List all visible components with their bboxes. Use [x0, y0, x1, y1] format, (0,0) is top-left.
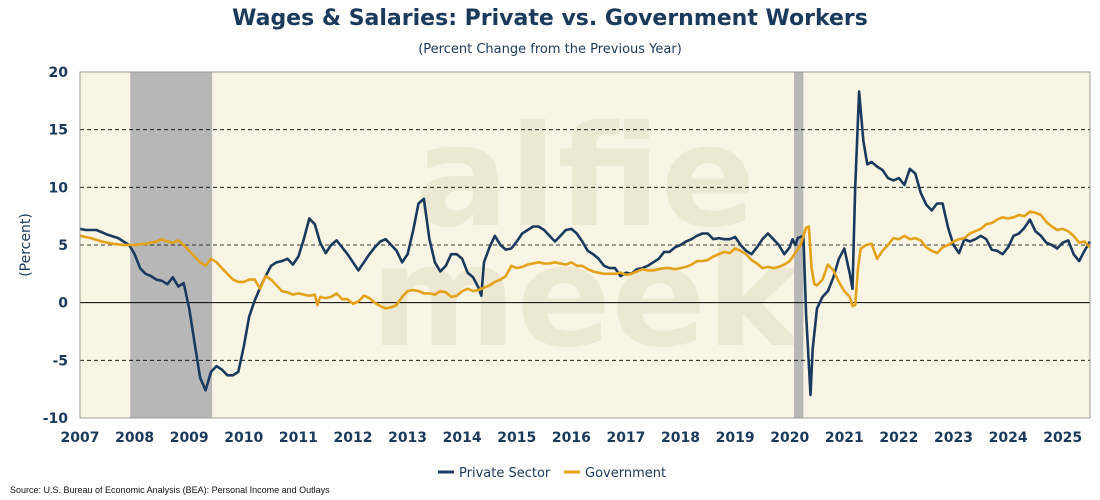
x-tick-label: 2009: [170, 430, 209, 446]
y-tick-label: 5: [58, 238, 68, 254]
y-tick-label: -5: [52, 353, 68, 369]
y-tick-label: -10: [43, 411, 69, 427]
x-tick-label: 2023: [934, 430, 973, 446]
x-tick-label: 2007: [61, 430, 100, 446]
x-tick-label: 2020: [770, 430, 809, 446]
series-line-private: [79, 90, 1092, 397]
series-line-government: [79, 210, 1091, 310]
legend-item-government: Government: [564, 466, 666, 481]
legend-label-government: Government: [585, 466, 666, 481]
legend: Private Sector Government: [438, 466, 666, 481]
x-tick-label: 2013: [388, 430, 427, 446]
x-tick-labels: 2007 2008 2009 2010 2011 2012 2013 2014 2015 2016…: [61, 430, 1083, 446]
x-tick-label: 2025: [1043, 430, 1082, 446]
chart-subtitle: (Percent Change from the Previous Year): [418, 42, 682, 57]
series-lines: [79, 90, 1092, 397]
x-tick-label: 2012: [333, 430, 372, 446]
plot-frame: [79, 71, 1091, 419]
chart-title: Wages & Salaries: Private vs. Government…: [232, 6, 868, 31]
y-tick-label: 0: [58, 296, 68, 312]
x-tick-label: 2019: [716, 430, 755, 446]
x-tick-label: 2015: [497, 430, 536, 446]
x-tick-label: 2010: [224, 430, 263, 446]
x-tick-label: 2016: [552, 430, 591, 446]
legend-label-private: Private Sector: [459, 466, 551, 481]
watermark: alfie meek: [371, 96, 803, 379]
watermark-line1: alfie: [414, 96, 755, 259]
y-axis-label: (Percent): [18, 213, 34, 277]
x-tick-label: 2017: [606, 430, 645, 446]
x-tick-label: 2021: [825, 430, 864, 446]
x-tick-label: 2022: [879, 430, 918, 446]
x-tick-label: 2024: [989, 430, 1028, 446]
source-note: Source: U.S. Bureau of Economic Analysis…: [10, 485, 330, 495]
recession-band: [794, 72, 804, 418]
x-tick-label: 2018: [661, 430, 700, 446]
x-tick-label: 2014: [443, 430, 482, 446]
x-tick-label: 2008: [115, 430, 154, 446]
x-tick-label: 2011: [279, 430, 318, 446]
y-tick-labels: -10 -5 0 5 10 15 20: [43, 65, 69, 427]
y-tick-label: 10: [49, 180, 69, 196]
watermark-line2: meek: [371, 216, 803, 379]
legend-item-private: Private Sector: [438, 466, 551, 481]
y-tick-label: 15: [49, 123, 68, 139]
y-tick-label: 20: [49, 65, 69, 81]
